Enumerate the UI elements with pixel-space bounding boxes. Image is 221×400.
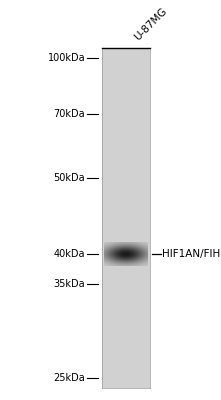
Text: 50kDa: 50kDa <box>53 173 85 183</box>
Text: 25kDa: 25kDa <box>53 373 85 383</box>
Text: HIF1AN/FIH1: HIF1AN/FIH1 <box>162 249 221 259</box>
Text: U-87MG: U-87MG <box>133 6 169 42</box>
Text: 70kDa: 70kDa <box>53 109 85 119</box>
Bar <box>102 48 150 388</box>
Text: 40kDa: 40kDa <box>53 249 85 259</box>
Text: 35kDa: 35kDa <box>53 279 85 289</box>
Text: 100kDa: 100kDa <box>48 53 85 63</box>
